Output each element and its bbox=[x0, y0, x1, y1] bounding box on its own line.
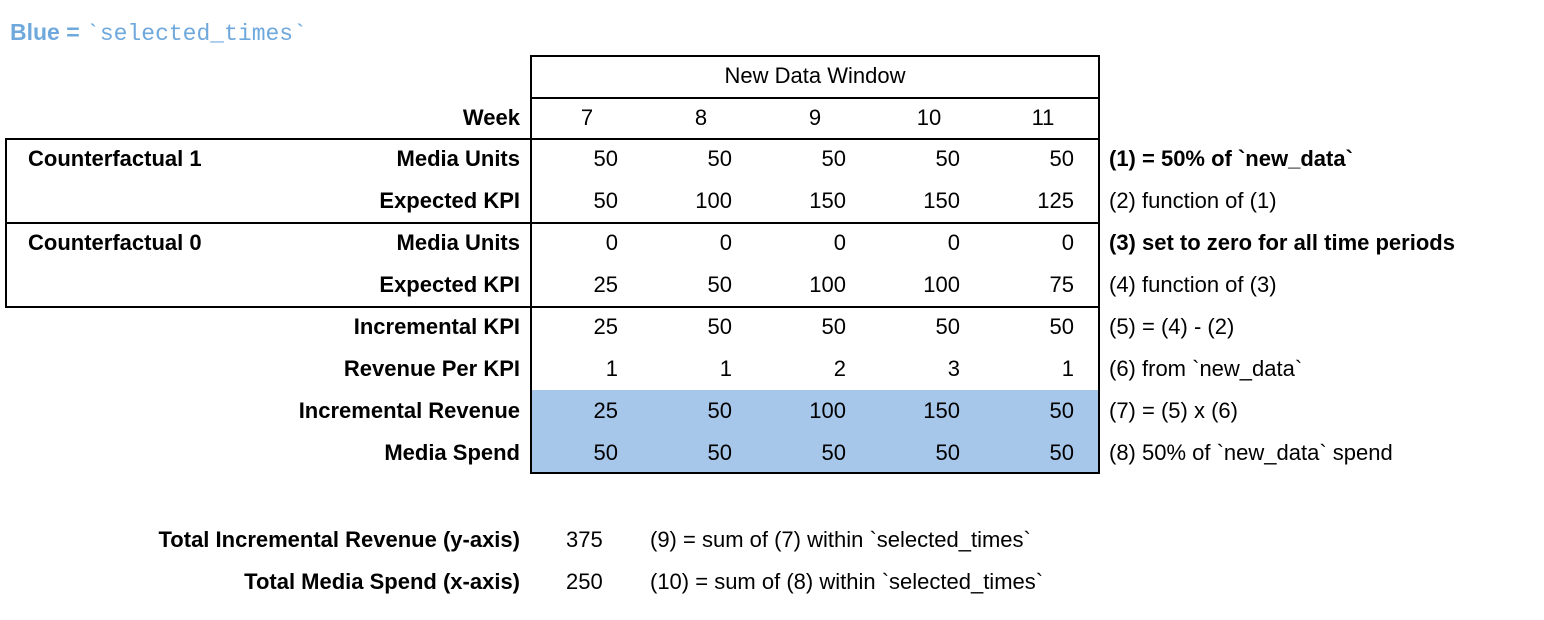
divider-cf1-cf0 bbox=[5, 222, 1100, 224]
table-cell: 0 bbox=[1061, 230, 1074, 255]
table-cell-highlighted: 50 bbox=[1049, 398, 1074, 423]
row-label: Media Spend bbox=[384, 440, 520, 465]
table-cell-highlighted: 50 bbox=[593, 440, 618, 465]
total-media-spend-value: 250 bbox=[566, 569, 603, 594]
data-window-border bbox=[530, 55, 1100, 474]
table-cell-highlighted: 50 bbox=[935, 440, 960, 465]
table-cell: 1 bbox=[1061, 356, 1074, 381]
row-annotation: (2) function of (1) bbox=[1109, 188, 1277, 213]
row-annotation: (1) = 50% of `new_data` bbox=[1109, 146, 1353, 171]
table-cell: 100 bbox=[809, 272, 846, 297]
table-cell: 0 bbox=[833, 230, 846, 255]
week-value: 8 bbox=[694, 104, 708, 130]
week-row-label: Week bbox=[462, 104, 520, 130]
table-cell: 50 bbox=[707, 314, 732, 339]
divider-under-header bbox=[530, 97, 1100, 99]
new-data-window-header: New Data Window bbox=[724, 63, 906, 88]
divider-under-week bbox=[5, 138, 1100, 140]
divider-under-cf0 bbox=[5, 306, 1100, 308]
row-annotation: (5) = (4) - (2) bbox=[1109, 314, 1235, 339]
total-incremental-revenue-note: (9) = sum of (7) within `selected_times` bbox=[650, 527, 1031, 552]
row-annotation: (3) set to zero for all time periods bbox=[1109, 230, 1455, 255]
selected-times-highlight bbox=[532, 390, 1098, 472]
week-value: 9 bbox=[808, 104, 822, 130]
row-label-cell: Counterfactual 1 Media Units bbox=[0, 138, 530, 180]
table-cell: 50 bbox=[593, 188, 618, 213]
row-annotation: (6) from `new_data` bbox=[1109, 356, 1303, 381]
table-cell-highlighted: 50 bbox=[1049, 440, 1074, 465]
row-annotation: (4) function of (3) bbox=[1109, 272, 1277, 297]
legend-note: Blue = `selected_times` bbox=[10, 18, 307, 48]
table-cell: 150 bbox=[923, 188, 960, 213]
row-label: Incremental Revenue bbox=[298, 398, 520, 423]
table-cell: 50 bbox=[821, 146, 846, 171]
row-label: Expected KPI bbox=[379, 272, 520, 297]
legend-blue-label: Blue = bbox=[10, 19, 87, 45]
table-cell: 3 bbox=[947, 356, 960, 381]
row-label: Expected KPI bbox=[379, 188, 520, 213]
total-incremental-revenue-label: Total Incremental Revenue (y-axis) bbox=[158, 527, 521, 552]
table-cell: 0 bbox=[947, 230, 960, 255]
total-media-spend-note: (10) = sum of (8) within `selected_times… bbox=[650, 569, 1044, 594]
table-cell: 50 bbox=[821, 314, 846, 339]
table-cell: 50 bbox=[1049, 314, 1074, 339]
table-cell: 75 bbox=[1049, 272, 1074, 297]
table-cell-highlighted: 100 bbox=[809, 398, 846, 423]
totals-section: Total Incremental Revenue (y-axis) 375 (… bbox=[0, 519, 1544, 603]
row-label-cell: Counterfactual 0 Media Units bbox=[0, 222, 530, 264]
week-value: 7 bbox=[580, 104, 594, 130]
table-cell: 50 bbox=[593, 146, 618, 171]
table-cell-highlighted: 50 bbox=[707, 440, 732, 465]
total-incremental-revenue-value: 375 bbox=[566, 527, 603, 552]
table-cell-highlighted: 150 bbox=[923, 398, 960, 423]
table-cell: 100 bbox=[695, 188, 732, 213]
table-cell: 0 bbox=[605, 230, 618, 255]
legend-code: `selected_times` bbox=[86, 21, 307, 47]
table-cell: 1 bbox=[605, 356, 618, 381]
table-cell: 2 bbox=[833, 356, 846, 381]
table-cell-highlighted: 50 bbox=[821, 440, 846, 465]
table-cell: 25 bbox=[593, 314, 618, 339]
table-cell: 50 bbox=[1049, 146, 1074, 171]
table-cell: 150 bbox=[809, 188, 846, 213]
total-media-spend-label: Total Media Spend (x-axis) bbox=[244, 569, 520, 594]
counterfactual-box-left-border bbox=[5, 138, 7, 308]
group-label-counterfactual-0: Counterfactual 0 bbox=[28, 230, 202, 255]
table-cell: 25 bbox=[593, 272, 618, 297]
row-label: Incremental KPI bbox=[353, 314, 520, 339]
counterfactual-table: New Data Window Week 7 8 9 10 11 Counter… bbox=[0, 55, 1544, 474]
row-annotation: (8) 50% of `new_data` spend bbox=[1109, 440, 1393, 465]
row-label: Revenue Per KPI bbox=[343, 356, 520, 381]
row-annotation: (7) = (5) x (6) bbox=[1109, 398, 1238, 423]
row-label: Media Units bbox=[396, 230, 520, 255]
table-cell-highlighted: 50 bbox=[707, 398, 732, 423]
table-cell: 125 bbox=[1037, 188, 1074, 213]
table-cell: 100 bbox=[923, 272, 960, 297]
week-value: 11 bbox=[1031, 104, 1055, 130]
group-label-counterfactual-1: Counterfactual 1 bbox=[28, 146, 202, 171]
table-cell: 50 bbox=[935, 314, 960, 339]
table-cell: 1 bbox=[719, 356, 732, 381]
table-cell: 50 bbox=[707, 146, 732, 171]
table-cell: 50 bbox=[935, 146, 960, 171]
week-value: 10 bbox=[916, 104, 942, 130]
table-cell: 50 bbox=[707, 272, 732, 297]
table-cell-highlighted: 25 bbox=[593, 398, 618, 423]
row-label: Media Units bbox=[396, 146, 520, 171]
table-cell: 0 bbox=[719, 230, 732, 255]
